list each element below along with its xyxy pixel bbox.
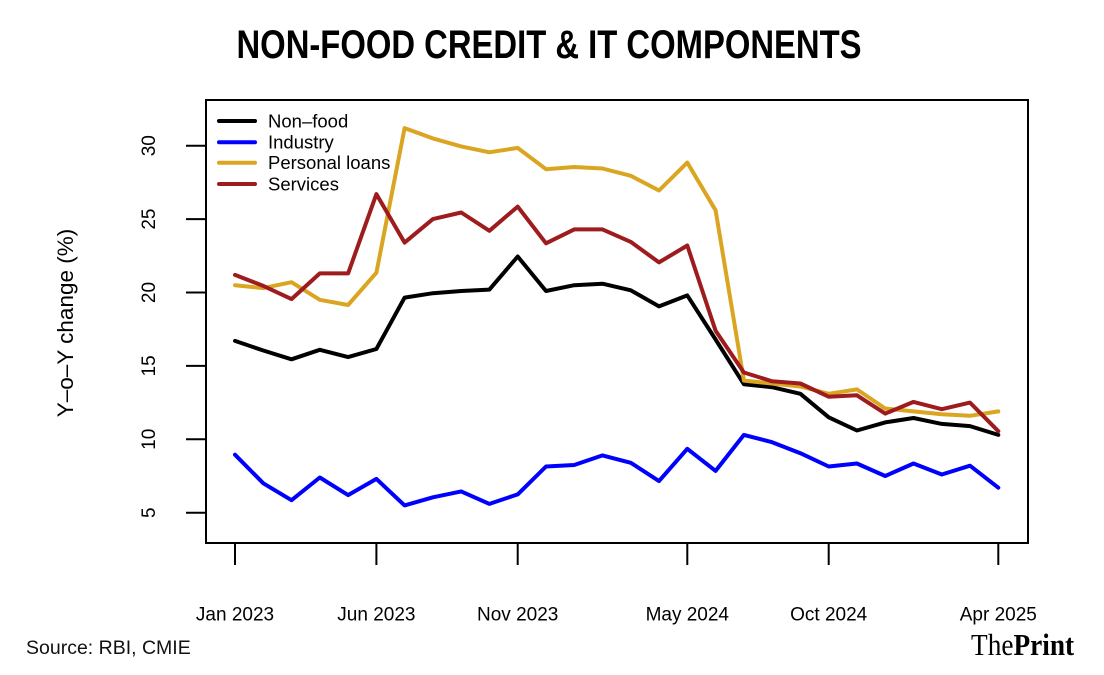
svg-text:Y–o–Y change (%): Y–o–Y change (%) [53, 229, 78, 417]
svg-text:May 2024: May 2024 [646, 605, 730, 626]
svg-text:30: 30 [139, 135, 160, 156]
svg-text:Oct 2024: Oct 2024 [790, 605, 868, 626]
svg-text:Apr 2025: Apr 2025 [960, 605, 1037, 626]
svg-text:Nov 2023: Nov 2023 [477, 605, 558, 626]
svg-text:20: 20 [139, 282, 160, 303]
svg-text:Personal loans: Personal loans [268, 152, 390, 173]
svg-text:Jan 2023: Jan 2023 [196, 605, 274, 626]
svg-text:10: 10 [139, 429, 160, 450]
svg-text:5: 5 [139, 507, 160, 518]
svg-text:Services: Services [268, 173, 339, 194]
svg-text:15: 15 [139, 355, 160, 376]
svg-text:Non–food: Non–food [268, 110, 348, 131]
svg-text:Industry: Industry [268, 132, 335, 153]
svg-text:25: 25 [139, 209, 160, 230]
svg-text:Jun 2023: Jun 2023 [337, 605, 415, 626]
